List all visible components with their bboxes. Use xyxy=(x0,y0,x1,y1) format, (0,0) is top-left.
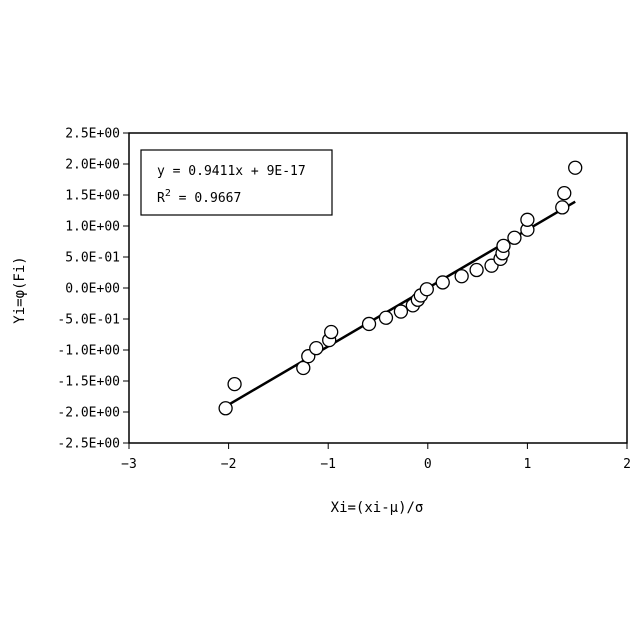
y-tick-label: -1.5E+00 xyxy=(57,375,120,390)
y-tick-label: 1.5E+00 xyxy=(65,189,120,204)
data-point xyxy=(470,264,483,277)
data-point xyxy=(297,361,310,374)
y-axis: 2.5E+00 2.0E+00 1.5E+00 1.0E+00 5.0E-01 0.0E+… xyxy=(57,127,129,452)
equation-text: y = 0.9411x + 9E-17 xyxy=(157,164,306,179)
r-squared-value: = 0.9667 xyxy=(171,191,241,206)
x-tick-label: 0 xyxy=(424,457,432,472)
y-tick-label: 2.0E+00 xyxy=(65,158,120,173)
y-tick-label: -1.0E+00 xyxy=(57,344,120,359)
data-point xyxy=(219,402,232,415)
data-point xyxy=(455,270,468,283)
data-point xyxy=(363,317,376,330)
data-point xyxy=(325,326,338,339)
x-axis-label: Xi=(xi-μ)/σ xyxy=(331,500,424,516)
y-tick-label: -2.0E+00 xyxy=(57,406,120,421)
x-axis: −3 −2 −1 0 1 2 xyxy=(121,443,631,472)
equation-box: y = 0.9411x + 9E-17 R2 = 0.9667 xyxy=(141,150,332,215)
x-tick-label: 1 xyxy=(523,457,531,472)
data-point xyxy=(228,378,241,391)
data-point xyxy=(569,161,582,174)
data-point xyxy=(558,187,571,200)
y-tick-label: 1.0E+00 xyxy=(65,220,120,235)
r-squared-base: R xyxy=(157,191,165,206)
data-point xyxy=(310,342,323,355)
x-tick-label: −2 xyxy=(221,457,237,472)
data-point xyxy=(556,201,569,214)
y-tick-label: 0.0E+00 xyxy=(65,282,120,297)
y-tick-label: -5.0E-01 xyxy=(57,313,120,328)
y-tick-label: -2.5E+00 xyxy=(57,437,120,452)
data-point xyxy=(420,283,433,296)
x-tick-label: −1 xyxy=(320,457,336,472)
data-point xyxy=(379,311,392,324)
data-point xyxy=(436,276,449,289)
x-tick-label: 2 xyxy=(623,457,631,472)
y-tick-label: 5.0E-01 xyxy=(65,251,120,266)
data-point xyxy=(394,305,407,318)
x-tick-label: −3 xyxy=(121,457,137,472)
data-point xyxy=(521,213,534,226)
data-point xyxy=(497,239,510,252)
y-axis-label: Yi=φ(Fi) xyxy=(12,256,28,323)
y-tick-label: 2.5E+00 xyxy=(65,127,120,142)
data-point xyxy=(508,231,521,244)
